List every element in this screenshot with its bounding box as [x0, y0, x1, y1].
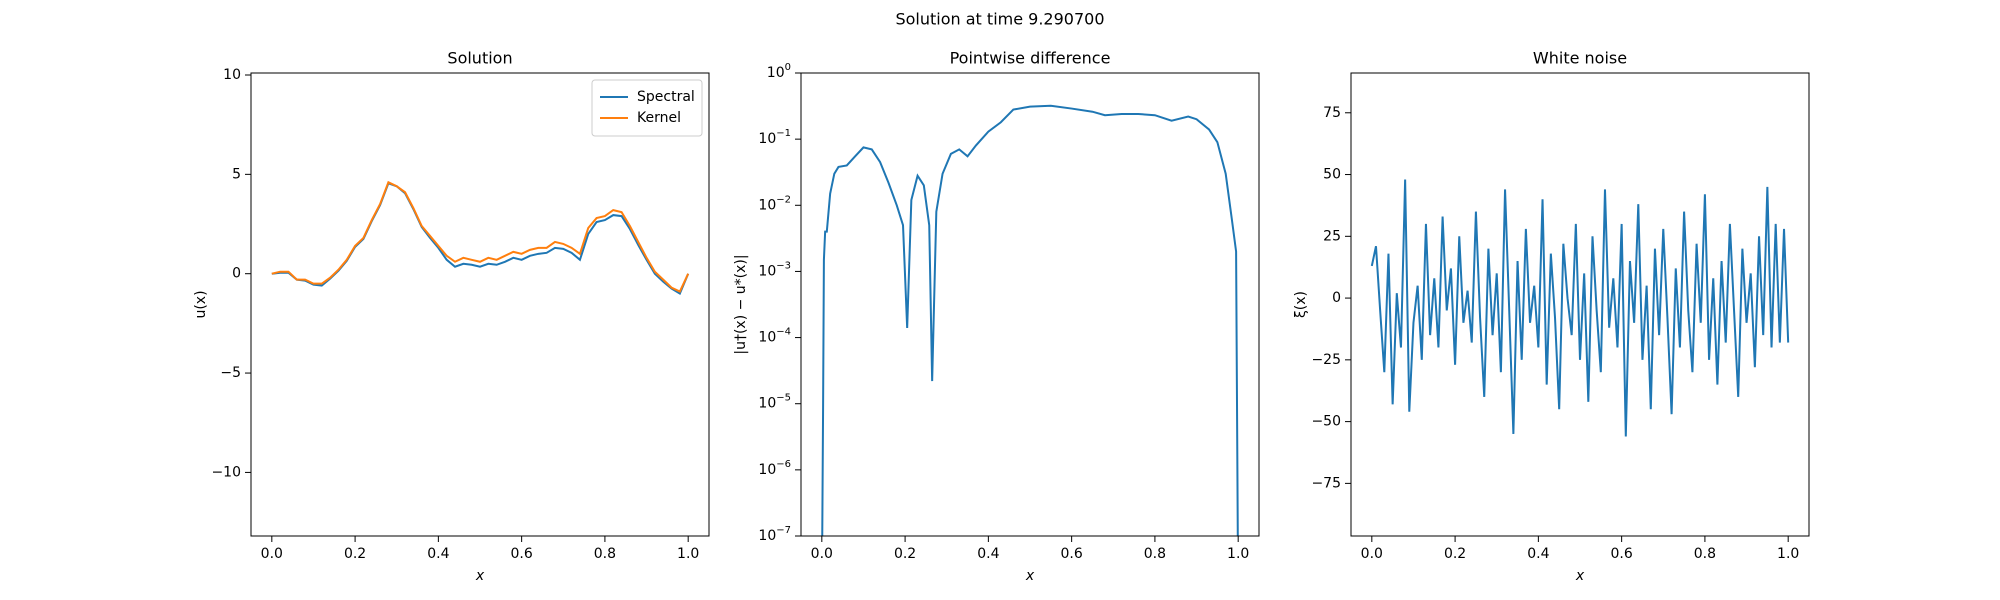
y-tick-label: 10−2: [758, 194, 791, 213]
axes-frame: [250, 72, 710, 537]
tick-base: 10: [758, 462, 776, 478]
tick-exponent: 0: [785, 62, 791, 73]
x-tick-label: 0.4: [1527, 546, 1549, 562]
y-tick-label: 10−4: [758, 327, 791, 346]
y-tick-label: 10−1: [758, 128, 791, 147]
legend-label: Spectral: [637, 89, 695, 105]
tick-exponent: −3: [776, 260, 791, 271]
x-tick-label: 0.8: [1694, 546, 1716, 562]
tick-base: 10: [758, 330, 776, 346]
y-tick-label: 100: [767, 62, 791, 81]
tick-exponent: −1: [776, 128, 791, 139]
axes-frame: [800, 72, 1260, 537]
y-tick-label: 0: [1332, 290, 1341, 306]
y-tick-label: 50: [1323, 167, 1341, 183]
legend-label: Kernel: [637, 110, 681, 126]
y-tick-label: 25: [1323, 228, 1341, 244]
y-tick-label: 0: [232, 266, 241, 282]
tick-base: 10: [758, 528, 776, 544]
series-line: [1370, 179, 1790, 437]
axes-title: Solution: [447, 49, 512, 68]
x-tick-label: 0.8: [1144, 546, 1166, 562]
x-tick-label: 0.2: [894, 546, 916, 562]
series-line: [271, 180, 690, 293]
figure-title: Solution at time 9.290700: [895, 10, 1104, 29]
tick-exponent: −7: [776, 525, 791, 536]
tick-base: 10: [767, 65, 785, 81]
y-tick-label: −5: [220, 365, 241, 381]
y-tick-label: 5: [232, 166, 241, 182]
x-tick-label: 0.8: [594, 546, 616, 562]
y-axis-label: u(x): [193, 290, 209, 318]
x-tick-label: 0.6: [511, 546, 533, 562]
y-tick-label: 10: [223, 67, 241, 83]
y-tick-label: −10: [211, 464, 241, 480]
x-tick-label: 1.0: [677, 546, 699, 562]
axes-frame: [1350, 72, 1810, 537]
series-line: [271, 182, 690, 296]
series-line: [821, 104, 1239, 536]
x-tick-label: 0.0: [1361, 546, 1383, 562]
x-tick-label: 1.0: [1227, 546, 1249, 562]
tick-exponent: −2: [776, 194, 791, 205]
y-tick-label: 10−3: [758, 260, 791, 279]
x-tick-label: 0.2: [1444, 546, 1466, 562]
x-axis-label: x: [475, 568, 485, 584]
y-tick-label: 10−7: [758, 525, 791, 544]
axes-title: Pointwise difference: [950, 49, 1111, 68]
tick-exponent: −5: [776, 393, 791, 404]
tick-base: 10: [758, 197, 776, 213]
legend-box: [591, 79, 703, 137]
y-tick-label: −25: [1311, 352, 1341, 368]
y-tick-label: −75: [1311, 475, 1341, 491]
tick-base: 10: [758, 263, 776, 279]
tick-exponent: −4: [776, 327, 791, 338]
x-tick-label: 0.0: [811, 546, 833, 562]
x-tick-label: 0.6: [1061, 546, 1083, 562]
y-tick-label: 10−5: [758, 393, 791, 412]
x-tick-label: 1.0: [1777, 546, 1799, 562]
tick-base: 10: [758, 131, 776, 147]
x-axis-label: x: [1575, 568, 1585, 584]
axes-title: White noise: [1533, 49, 1627, 68]
y-axis-label: |u†(x) − u*(x)|: [733, 254, 749, 354]
x-tick-label: 0.4: [977, 546, 999, 562]
tick-base: 10: [758, 396, 776, 412]
y-tick-label: 75: [1323, 105, 1341, 121]
x-tick-label: 0.4: [427, 546, 449, 562]
x-tick-label: 0.0: [261, 546, 283, 562]
x-axis-label: x: [1025, 568, 1035, 584]
tick-exponent: −6: [776, 459, 791, 470]
y-axis-label: ξ(x): [1293, 291, 1309, 318]
x-tick-label: 0.6: [1611, 546, 1633, 562]
x-tick-label: 0.2: [344, 546, 366, 562]
y-tick-label: −50: [1311, 414, 1341, 430]
y-tick-label: 10−6: [758, 459, 791, 478]
